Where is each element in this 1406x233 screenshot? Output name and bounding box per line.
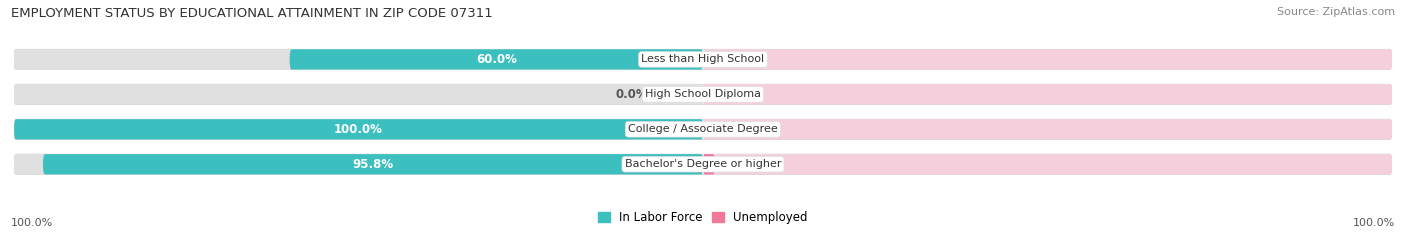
FancyBboxPatch shape xyxy=(44,154,703,174)
Text: EMPLOYMENT STATUS BY EDUCATIONAL ATTAINMENT IN ZIP CODE 07311: EMPLOYMENT STATUS BY EDUCATIONAL ATTAINM… xyxy=(11,7,494,20)
FancyBboxPatch shape xyxy=(14,119,1392,139)
Text: 0.0%: 0.0% xyxy=(724,123,756,136)
Text: 95.8%: 95.8% xyxy=(353,158,394,171)
Text: 100.0%: 100.0% xyxy=(11,218,53,228)
Text: High School Diploma: High School Diploma xyxy=(645,89,761,99)
Text: 0.0%: 0.0% xyxy=(616,88,648,101)
FancyBboxPatch shape xyxy=(14,154,1392,174)
Text: College / Associate Degree: College / Associate Degree xyxy=(628,124,778,134)
FancyBboxPatch shape xyxy=(703,154,1392,174)
FancyBboxPatch shape xyxy=(14,119,703,139)
FancyBboxPatch shape xyxy=(14,119,703,139)
Text: Source: ZipAtlas.com: Source: ZipAtlas.com xyxy=(1277,7,1395,17)
FancyBboxPatch shape xyxy=(703,84,1392,105)
FancyBboxPatch shape xyxy=(703,154,714,174)
Text: 1.7%: 1.7% xyxy=(728,158,761,171)
Text: Bachelor's Degree or higher: Bachelor's Degree or higher xyxy=(624,159,782,169)
FancyBboxPatch shape xyxy=(290,49,703,69)
FancyBboxPatch shape xyxy=(14,84,1392,105)
FancyBboxPatch shape xyxy=(14,154,703,174)
Text: 0.0%: 0.0% xyxy=(724,88,756,101)
FancyBboxPatch shape xyxy=(703,49,1392,69)
Text: 100.0%: 100.0% xyxy=(335,123,382,136)
FancyBboxPatch shape xyxy=(703,119,1392,139)
Text: 60.0%: 60.0% xyxy=(475,53,517,66)
Text: 100.0%: 100.0% xyxy=(1353,218,1395,228)
FancyBboxPatch shape xyxy=(14,49,703,69)
Text: Less than High School: Less than High School xyxy=(641,55,765,64)
Legend: In Labor Force, Unemployed: In Labor Force, Unemployed xyxy=(593,206,813,229)
FancyBboxPatch shape xyxy=(14,84,703,105)
Text: 0.0%: 0.0% xyxy=(724,53,756,66)
FancyBboxPatch shape xyxy=(14,49,1392,69)
